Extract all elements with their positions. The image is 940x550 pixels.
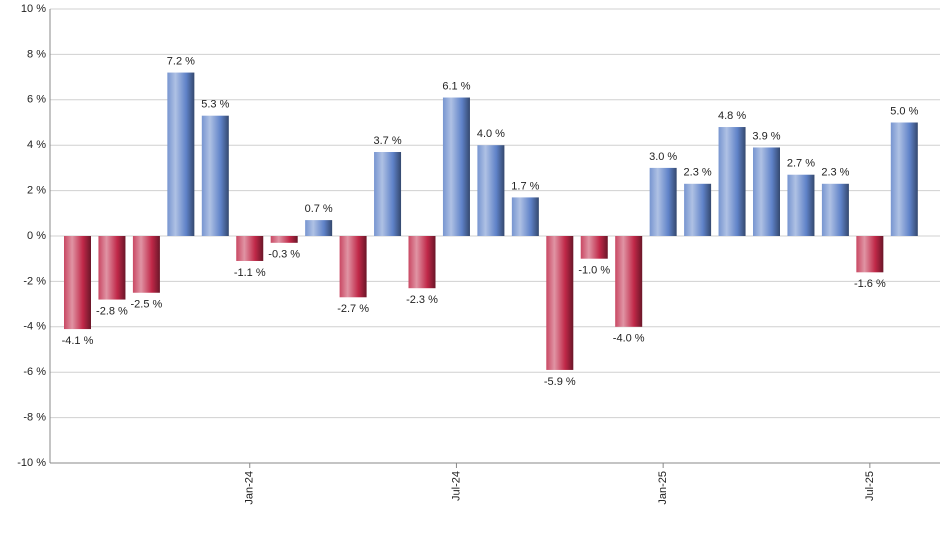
value-label: 6.1 % bbox=[442, 80, 470, 92]
y-tick-label: -2 % bbox=[23, 275, 46, 287]
value-label: 3.0 % bbox=[649, 151, 677, 163]
value-label: 2.3 % bbox=[684, 167, 712, 179]
bar bbox=[236, 236, 264, 261]
value-label: 2.3 % bbox=[821, 167, 849, 179]
bar bbox=[821, 183, 849, 236]
bar bbox=[305, 220, 333, 236]
bar bbox=[546, 236, 574, 370]
value-label: -2.3 % bbox=[406, 294, 438, 306]
value-label: 2.7 % bbox=[787, 158, 815, 170]
y-tick-label: -8 % bbox=[23, 412, 46, 424]
value-label: 1.7 % bbox=[511, 180, 539, 192]
bar bbox=[511, 197, 539, 236]
x-tick-label: Jan-25 bbox=[657, 471, 669, 505]
x-tick-label: Jul-25 bbox=[864, 471, 876, 501]
value-label: -0.3 % bbox=[268, 249, 300, 261]
bar bbox=[649, 167, 677, 236]
bar bbox=[856, 236, 884, 273]
y-tick-label: 6 % bbox=[27, 94, 46, 106]
value-label: -1.6 % bbox=[854, 278, 886, 290]
bar bbox=[201, 115, 229, 236]
bar bbox=[718, 127, 746, 236]
bar bbox=[580, 236, 608, 259]
bar bbox=[477, 145, 505, 236]
y-tick-label: -10 % bbox=[17, 457, 46, 469]
value-label: 5.0 % bbox=[890, 105, 918, 117]
value-label: 3.9 % bbox=[752, 130, 780, 142]
value-label: -2.5 % bbox=[131, 299, 163, 311]
value-label: -2.8 % bbox=[96, 305, 128, 317]
bar bbox=[132, 236, 160, 293]
bar bbox=[684, 183, 712, 236]
bar bbox=[98, 236, 126, 300]
bar bbox=[64, 236, 91, 330]
y-tick-label: -6 % bbox=[23, 366, 46, 378]
value-label: 4.0 % bbox=[477, 128, 505, 140]
value-label: 5.3 % bbox=[201, 99, 229, 111]
y-tick-label: 4 % bbox=[27, 139, 46, 151]
value-label: 0.7 % bbox=[305, 203, 333, 215]
value-label: 7.2 % bbox=[167, 55, 195, 67]
y-tick-label: 8 % bbox=[27, 48, 46, 60]
bar bbox=[890, 122, 918, 236]
value-label: -4.1 % bbox=[62, 335, 94, 347]
bar bbox=[270, 236, 298, 243]
bar bbox=[339, 236, 367, 298]
y-tick-label: 0 % bbox=[27, 230, 46, 242]
bar bbox=[442, 97, 470, 236]
x-tick-label: Jul-24 bbox=[450, 471, 462, 501]
value-label: -4.0 % bbox=[613, 333, 645, 345]
value-label: -1.1 % bbox=[234, 267, 266, 279]
value-label: -1.0 % bbox=[578, 265, 610, 277]
x-tick-label: Jan-24 bbox=[244, 471, 256, 505]
bar bbox=[408, 236, 436, 289]
value-label: 4.8 % bbox=[718, 110, 746, 122]
bar bbox=[167, 72, 195, 236]
bar bbox=[615, 236, 643, 327]
bar bbox=[787, 174, 815, 236]
value-label: 3.7 % bbox=[373, 135, 401, 147]
value-label: -5.9 % bbox=[544, 376, 576, 388]
y-tick-label: 10 % bbox=[21, 3, 46, 15]
y-tick-label: 2 % bbox=[27, 185, 46, 197]
y-tick-label: -4 % bbox=[23, 321, 46, 333]
bar bbox=[374, 152, 402, 236]
bar bbox=[753, 147, 780, 236]
value-label: -2.7 % bbox=[337, 303, 369, 315]
